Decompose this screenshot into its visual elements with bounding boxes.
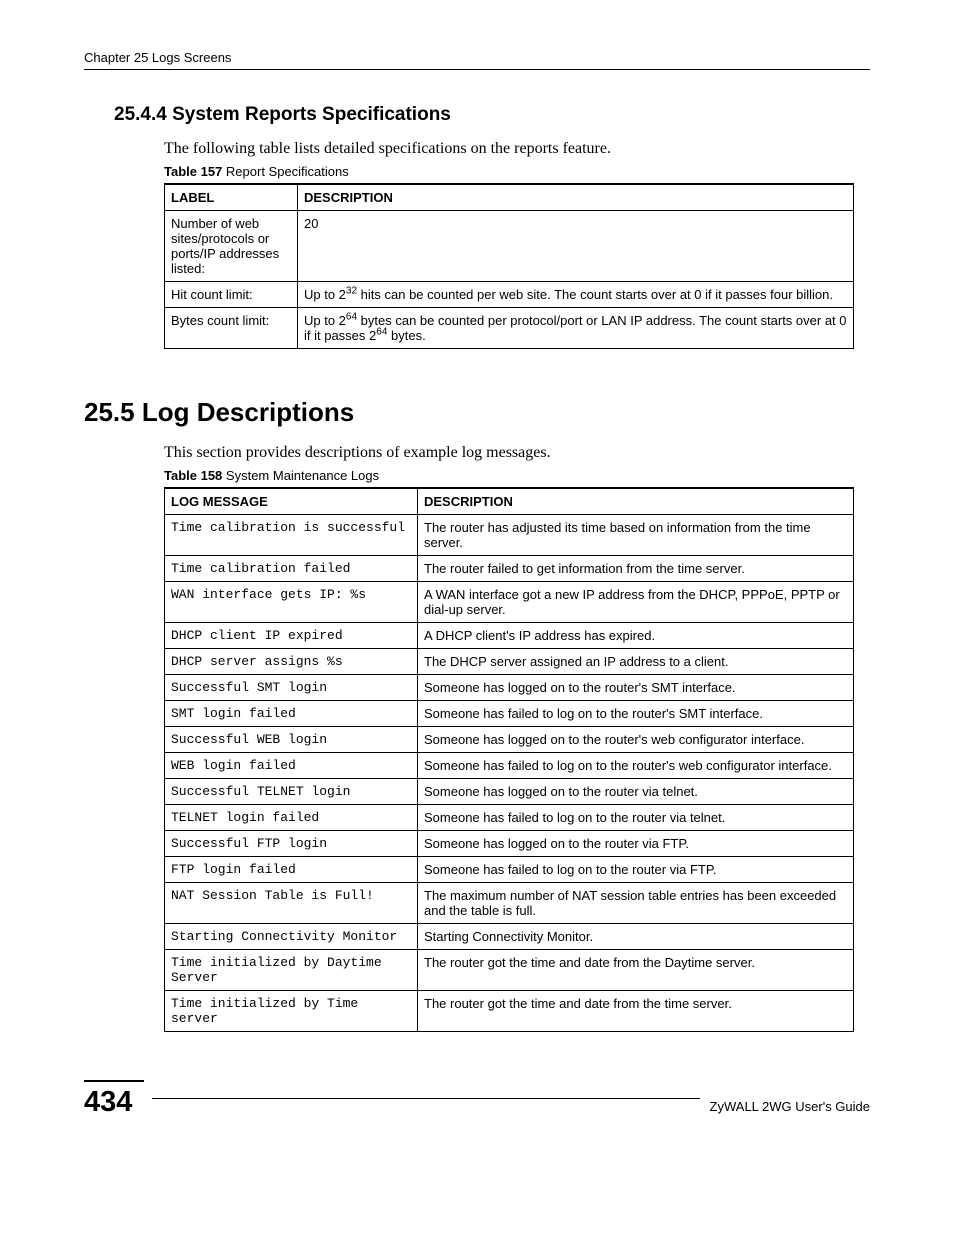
table157-label-cell: Hit count limit: (165, 282, 298, 308)
table158-description-cell: The DHCP server assigned an IP address t… (418, 649, 854, 675)
table158-log-message-cell: SMT login failed (165, 701, 418, 727)
desc-superscript: 64 (376, 327, 387, 338)
table158-row: WAN interface gets IP: %sA WAN interface… (165, 582, 854, 623)
desc-part: Up to 2 (304, 287, 346, 302)
table158-log-message-cell: TELNET login failed (165, 805, 418, 831)
table158-log-message-cell: Time calibration failed (165, 556, 418, 582)
heading-25-4-4: 25.4.4 System Reports Specifications (114, 104, 870, 126)
table-157: LABEL DESCRIPTION Number of web sites/pr… (164, 183, 854, 349)
table158-row: Time initialized by Time serverThe route… (165, 991, 854, 1032)
page-footer: 434 ZyWALL 2WG User's Guide (84, 1080, 870, 1119)
desc-part: Up to 2 (304, 313, 346, 328)
table158-description-cell: A DHCP client's IP address has expired. (418, 623, 854, 649)
desc-part: bytes. (387, 328, 425, 343)
table158-description-cell: Someone has failed to log on to the rout… (418, 857, 854, 883)
page-number: 434 (84, 1080, 144, 1119)
table158-row: Time calibration failedThe router failed… (165, 556, 854, 582)
table157-caption-number: Table 157 (164, 164, 222, 179)
table158-row: Successful TELNET loginSomeone has logge… (165, 779, 854, 805)
table158-log-message-cell: WAN interface gets IP: %s (165, 582, 418, 623)
table158-row: NAT Session Table is Full!The maximum nu… (165, 883, 854, 924)
table158-caption-text: System Maintenance Logs (222, 468, 379, 483)
desc-superscript: 64 (346, 312, 357, 323)
table157-desc-cell: Up to 232 hits can be counted per web si… (298, 282, 854, 308)
table158-log-message-cell: DHCP server assigns %s (165, 649, 418, 675)
section1-intro: The following table lists detailed speci… (164, 140, 870, 158)
table158-row: DHCP server assigns %sThe DHCP server as… (165, 649, 854, 675)
table158-description-cell: A WAN interface got a new IP address fro… (418, 582, 854, 623)
table158-row: Successful SMT loginSomeone has logged o… (165, 675, 854, 701)
table158-header-description: DESCRIPTION (418, 488, 854, 515)
table158-description-cell: The router failed to get information fro… (418, 556, 854, 582)
table158-row: SMT login failedSomeone has failed to lo… (165, 701, 854, 727)
table158-header-log-message: LOG MESSAGE (165, 488, 418, 515)
footer-rule (152, 1098, 700, 1099)
table158-log-message-cell: Time initialized by Daytime Server (165, 950, 418, 991)
table158-caption: Table 158 System Maintenance Logs (164, 468, 870, 483)
table158-row: Time calibration is successfulThe router… (165, 515, 854, 556)
table158-log-message-cell: Time calibration is successful (165, 515, 418, 556)
table158-log-message-cell: Successful WEB login (165, 727, 418, 753)
table158-row: FTP login failedSomeone has failed to lo… (165, 857, 854, 883)
table158-row: Successful FTP loginSomeone has logged o… (165, 831, 854, 857)
table157-row: Hit count limit: Up to 232 hits can be c… (165, 282, 854, 308)
table158-description-cell: Someone has failed to log on to the rout… (418, 753, 854, 779)
table158-row: WEB login failedSomeone has failed to lo… (165, 753, 854, 779)
heading-25-5: 25.5 Log Descriptions (84, 397, 870, 428)
table157-desc-cell: Up to 264 bytes can be counted per proto… (298, 308, 854, 349)
table158-caption-number: Table 158 (164, 468, 222, 483)
table157-header-label: LABEL (165, 184, 298, 211)
table157-header-description: DESCRIPTION (298, 184, 854, 211)
table157-caption: Table 157 Report Specifications (164, 164, 870, 179)
table-158: LOG MESSAGE DESCRIPTION Time calibration… (164, 487, 854, 1032)
table158-log-message-cell: NAT Session Table is Full! (165, 883, 418, 924)
table158-row: Successful WEB loginSomeone has logged o… (165, 727, 854, 753)
table157-row: Bytes count limit: Up to 264 bytes can b… (165, 308, 854, 349)
table158-description-cell: Someone has logged on to the router via … (418, 831, 854, 857)
table158-log-message-cell: Successful SMT login (165, 675, 418, 701)
table158-description-cell: Starting Connectivity Monitor. (418, 924, 854, 950)
table157-desc-cell: 20 (298, 211, 854, 282)
table158-description-cell: Someone has failed to log on to the rout… (418, 805, 854, 831)
table158-row: Time initialized by Daytime ServerThe ro… (165, 950, 854, 991)
table157-label-cell: Bytes count limit: (165, 308, 298, 349)
desc-superscript: 32 (346, 286, 357, 297)
table158-log-message-cell: Time initialized by Time server (165, 991, 418, 1032)
table158-description-cell: The router has adjusted its time based o… (418, 515, 854, 556)
table158-row: DHCP client IP expiredA DHCP client's IP… (165, 623, 854, 649)
table158-description-cell: The maximum number of NAT session table … (418, 883, 854, 924)
table158-description-cell: Someone has logged on to the router's SM… (418, 675, 854, 701)
table158-description-cell: Someone has failed to log on to the rout… (418, 701, 854, 727)
table158-description-cell: Someone has logged on to the router's we… (418, 727, 854, 753)
table158-log-message-cell: FTP login failed (165, 857, 418, 883)
table158-log-message-cell: Successful FTP login (165, 831, 418, 857)
running-header: Chapter 25 Logs Screens (84, 50, 870, 65)
table158-row: TELNET login failedSomeone has failed to… (165, 805, 854, 831)
table157-row: Number of web sites/protocols or ports/I… (165, 211, 854, 282)
table158-description-cell: The router got the time and date from th… (418, 991, 854, 1032)
section2-intro: This section provides descriptions of ex… (164, 444, 870, 462)
table158-description-cell: Someone has logged on to the router via … (418, 779, 854, 805)
guide-title: ZyWALL 2WG User's Guide (700, 1099, 870, 1114)
table158-log-message-cell: WEB login failed (165, 753, 418, 779)
table158-log-message-cell: Starting Connectivity Monitor (165, 924, 418, 950)
table157-caption-text: Report Specifications (222, 164, 348, 179)
desc-part: hits can be counted per web site. The co… (357, 287, 833, 302)
table158-row: Starting Connectivity MonitorStarting Co… (165, 924, 854, 950)
table158-log-message-cell: Successful TELNET login (165, 779, 418, 805)
header-rule (84, 69, 870, 70)
table157-label-cell: Number of web sites/protocols or ports/I… (165, 211, 298, 282)
table158-log-message-cell: DHCP client IP expired (165, 623, 418, 649)
table158-description-cell: The router got the time and date from th… (418, 950, 854, 991)
